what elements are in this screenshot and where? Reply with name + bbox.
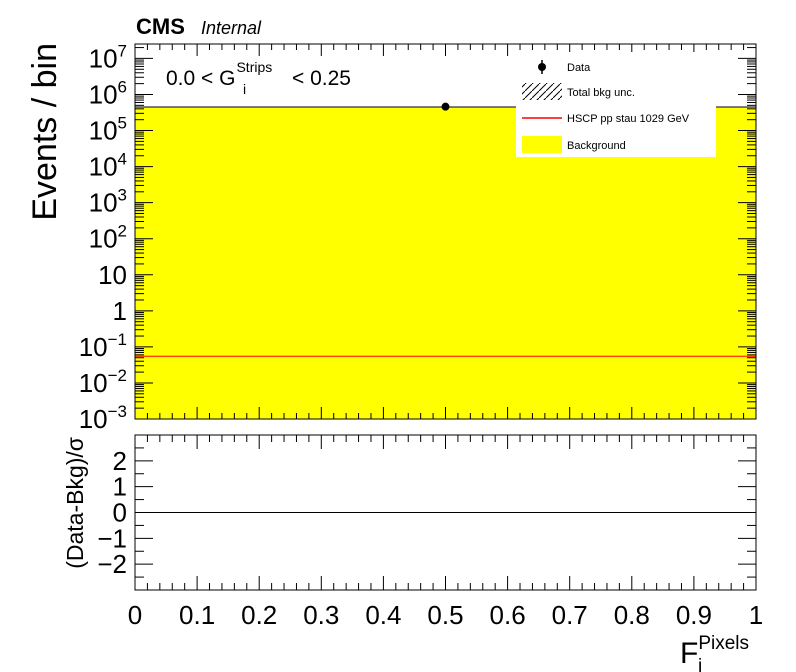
y-tick-label: 103 (89, 186, 127, 218)
annotation-sup: Strips (236, 59, 272, 75)
main-marks (135, 102, 756, 420)
y-tick-label: 102 (89, 222, 127, 254)
x-tick-label: 0.3 (303, 600, 339, 630)
annotation-suffix: < 0.25 (292, 67, 351, 90)
legend-label-data: Data (567, 62, 591, 74)
legend-label-signal: HSCP pp stau 1029 GeV (567, 113, 690, 125)
annotation-sub: i (243, 81, 246, 97)
legend-entry-unc: Total bkg unc. (522, 83, 635, 100)
y-tick-label: 104 (89, 150, 127, 182)
x-axis-label-sub: i (698, 656, 702, 672)
main-x-ticks (134, 44, 757, 419)
ratio-y-tick-label: 2 (113, 446, 127, 476)
main-frame (134, 43, 757, 420)
background-bar (135, 106, 756, 420)
y-tick-label: 10−2 (79, 366, 127, 398)
ratio-y-tick-label: −1 (97, 523, 127, 553)
data-point (441, 102, 450, 111)
x-tick-label: 0.8 (614, 600, 650, 630)
ratio-y-tick-label: 0 (113, 498, 127, 528)
x-tick-label: 0.6 (490, 600, 526, 630)
legend-hatch-swatch (522, 83, 562, 100)
legend-entry-signal: HSCP pp stau 1029 GeV (522, 113, 690, 125)
x-tick-label: 0.1 (179, 600, 215, 630)
legend-entry-background: Background (522, 136, 626, 153)
annotation-prefix: 0.0 < G (166, 67, 235, 90)
ratio-y-tick-label: −2 (97, 549, 127, 579)
legend-background-swatch (522, 136, 562, 153)
y-tick-label: 106 (89, 77, 127, 109)
legend-label-background: Background (567, 140, 626, 152)
legend-entry-data: Data (538, 60, 591, 74)
y-tick-label: 1 (113, 296, 127, 326)
legend: Data Total bkg unc. HSCP pp stau 1029 Ge… (516, 52, 716, 157)
x-axis-label-sup: Pixels (698, 633, 749, 654)
y-tick-label: 10−3 (79, 402, 127, 434)
selection-annotation: 0.0 < GStrips i < 0.25 (166, 59, 351, 97)
y-tick-label: 105 (89, 114, 127, 146)
ratio-y-tick-label: 1 (113, 472, 127, 502)
experiment-label: CMS (136, 14, 185, 39)
y-tick-label: 10 (98, 260, 127, 290)
legend-data-marker (538, 63, 546, 71)
y-tick-label: 10−1 (79, 330, 127, 362)
x-axis-label-base: F (680, 637, 698, 670)
ratio-panel: 210−1−2 0 0.1 0.2 0.3 0.4 0.5 0.6 0.7 0.8 0.9 1 (D… (62, 434, 763, 672)
main-y-axis-label: Events / bin (26, 43, 64, 221)
x-tick-label: 0.9 (676, 600, 712, 630)
ratio-frame (134, 434, 757, 591)
x-tick-label: 0.7 (552, 600, 588, 630)
ratio-x-ticks: 0 0.1 0.2 0.3 0.4 0.5 0.6 0.7 0.8 0.9 1 (128, 435, 763, 630)
x-tick-label: 0.4 (365, 600, 401, 630)
x-tick-label: 0.2 (241, 600, 277, 630)
status-label: Internal (201, 18, 262, 38)
x-tick-label: 0.5 (427, 600, 463, 630)
legend-label-unc: Total bkg unc. (567, 87, 635, 99)
x-tick-label: 0 (128, 600, 142, 630)
ratio-y-axis-label: (Data-Bkg)/σ (62, 437, 88, 569)
ratio-x-axis-label: FPixels i (680, 633, 749, 672)
y-tick-label: 107 (89, 41, 127, 73)
x-tick-label: 1 (749, 600, 763, 630)
